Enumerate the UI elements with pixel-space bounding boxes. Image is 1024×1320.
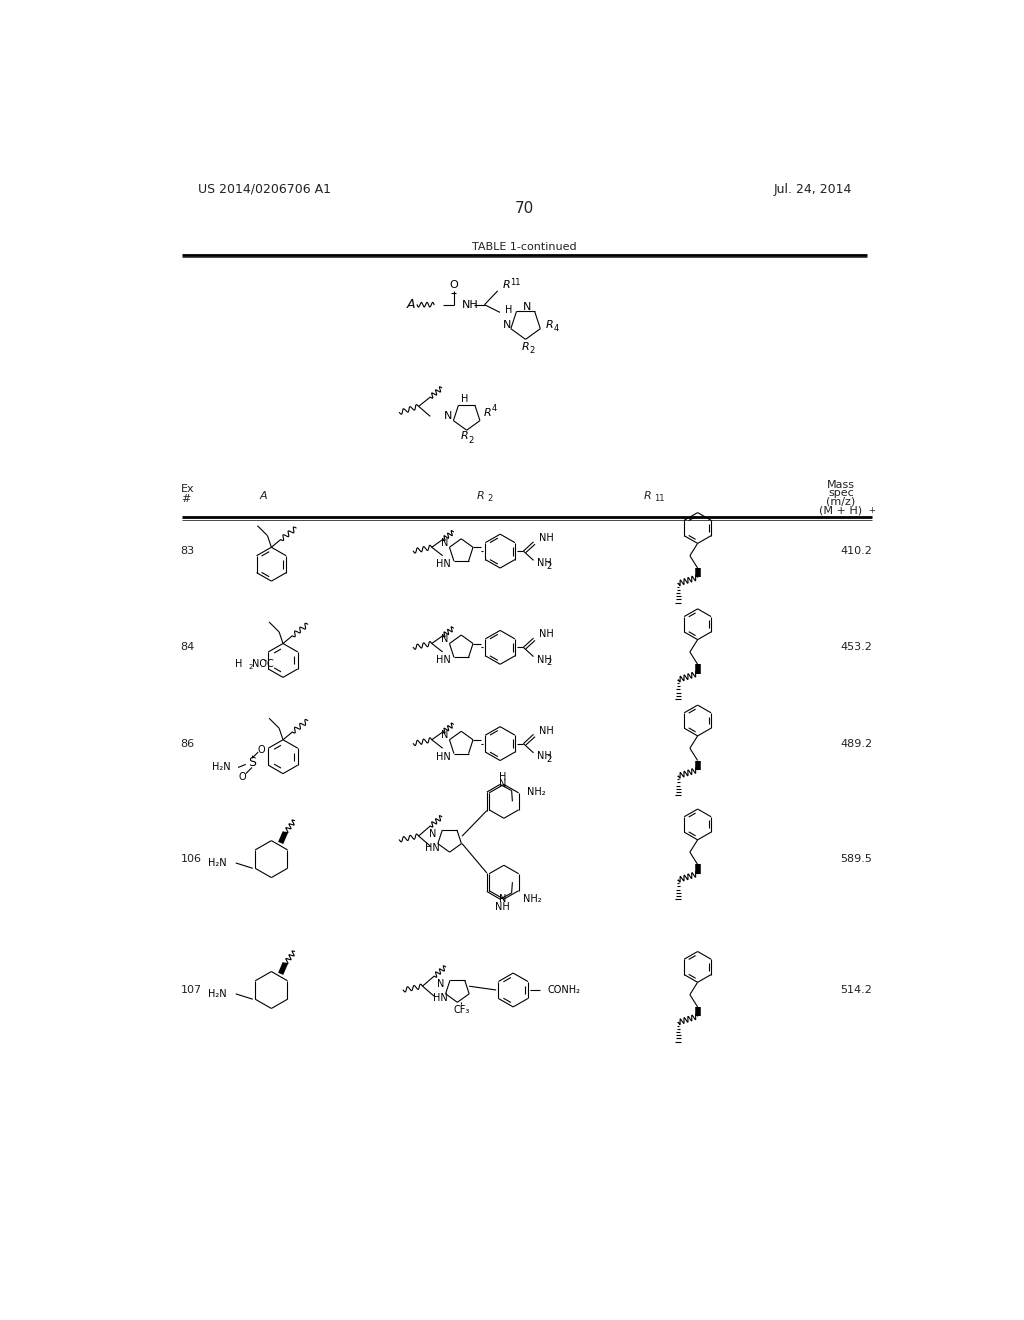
Text: N: N bbox=[523, 302, 531, 312]
Text: Jul. 24, 2014: Jul. 24, 2014 bbox=[773, 182, 852, 195]
Text: 107: 107 bbox=[180, 985, 202, 995]
Text: H₂N: H₂N bbox=[208, 858, 226, 869]
Text: NH₂: NH₂ bbox=[527, 787, 546, 797]
Text: 589.5: 589.5 bbox=[841, 854, 872, 865]
Text: R: R bbox=[503, 280, 510, 290]
Text: 2: 2 bbox=[249, 664, 253, 669]
Text: R: R bbox=[461, 432, 468, 441]
Text: R: R bbox=[546, 321, 554, 330]
Text: O: O bbox=[257, 744, 265, 755]
Text: CF₃: CF₃ bbox=[453, 1005, 469, 1015]
Text: Mass: Mass bbox=[827, 480, 855, 490]
Text: (M + H): (M + H) bbox=[819, 506, 862, 515]
Text: (m/z): (m/z) bbox=[826, 496, 856, 507]
Text: N: N bbox=[441, 537, 449, 548]
Text: 2: 2 bbox=[487, 494, 493, 503]
Text: NH: NH bbox=[462, 300, 479, 310]
Text: NOC: NOC bbox=[252, 659, 273, 668]
Text: HN: HN bbox=[433, 993, 447, 1003]
Text: NH: NH bbox=[539, 630, 554, 639]
Text: NH: NH bbox=[537, 558, 551, 569]
Text: 2: 2 bbox=[547, 562, 552, 572]
Text: 514.2: 514.2 bbox=[841, 985, 872, 995]
Text: 70: 70 bbox=[515, 201, 535, 216]
Text: 410.2: 410.2 bbox=[841, 546, 872, 556]
Text: 83: 83 bbox=[180, 546, 195, 556]
Text: 4: 4 bbox=[554, 325, 559, 333]
Text: S: S bbox=[248, 756, 256, 770]
Text: A: A bbox=[407, 298, 415, 312]
Text: H: H bbox=[462, 395, 469, 404]
Text: HN: HN bbox=[436, 751, 451, 762]
Text: US 2014/0206706 A1: US 2014/0206706 A1 bbox=[198, 182, 331, 195]
Text: NH: NH bbox=[537, 655, 551, 665]
Text: 4: 4 bbox=[492, 404, 497, 413]
Text: H: H bbox=[499, 772, 506, 781]
Text: NH: NH bbox=[495, 902, 510, 912]
Text: N: N bbox=[441, 634, 449, 644]
Text: #: # bbox=[180, 494, 190, 504]
Text: 489.2: 489.2 bbox=[841, 739, 872, 748]
Text: O: O bbox=[239, 772, 247, 781]
Text: R: R bbox=[521, 342, 529, 352]
Text: 11: 11 bbox=[510, 279, 520, 286]
Text: HN: HN bbox=[436, 656, 451, 665]
Text: NH: NH bbox=[537, 751, 551, 760]
Text: HN: HN bbox=[425, 842, 440, 853]
Text: 453.2: 453.2 bbox=[841, 643, 872, 652]
Text: H₂N: H₂N bbox=[212, 763, 230, 772]
Text: H₂N: H₂N bbox=[208, 989, 226, 999]
Text: CONH₂: CONH₂ bbox=[547, 985, 581, 995]
Text: 84: 84 bbox=[180, 643, 195, 652]
Text: H: H bbox=[236, 659, 243, 668]
Text: R: R bbox=[483, 408, 492, 417]
Text: 2: 2 bbox=[547, 659, 552, 667]
Text: Ex: Ex bbox=[180, 484, 195, 495]
Text: 86: 86 bbox=[180, 739, 195, 748]
Text: 2: 2 bbox=[529, 346, 535, 355]
Text: NH: NH bbox=[539, 726, 554, 735]
Text: H: H bbox=[505, 305, 512, 315]
Text: 2: 2 bbox=[468, 436, 473, 445]
Text: A: A bbox=[260, 491, 267, 500]
Text: TABLE 1-continued: TABLE 1-continued bbox=[472, 242, 578, 252]
Text: NH: NH bbox=[539, 533, 554, 543]
Text: R: R bbox=[643, 491, 651, 500]
Text: O: O bbox=[450, 280, 458, 290]
Text: 106: 106 bbox=[180, 854, 202, 865]
Text: N: N bbox=[503, 321, 511, 330]
Text: NH₂: NH₂ bbox=[523, 894, 542, 904]
Text: 11: 11 bbox=[654, 494, 665, 503]
Text: N: N bbox=[499, 894, 506, 904]
Text: N: N bbox=[443, 412, 453, 421]
Text: +: + bbox=[868, 506, 874, 515]
Text: 2: 2 bbox=[547, 755, 552, 763]
Text: N: N bbox=[441, 730, 449, 741]
Text: N: N bbox=[499, 779, 506, 789]
Text: N: N bbox=[436, 979, 444, 989]
Text: spec: spec bbox=[828, 488, 854, 499]
Text: N: N bbox=[429, 829, 436, 838]
Text: HN: HN bbox=[436, 560, 451, 569]
Text: R: R bbox=[477, 491, 484, 500]
